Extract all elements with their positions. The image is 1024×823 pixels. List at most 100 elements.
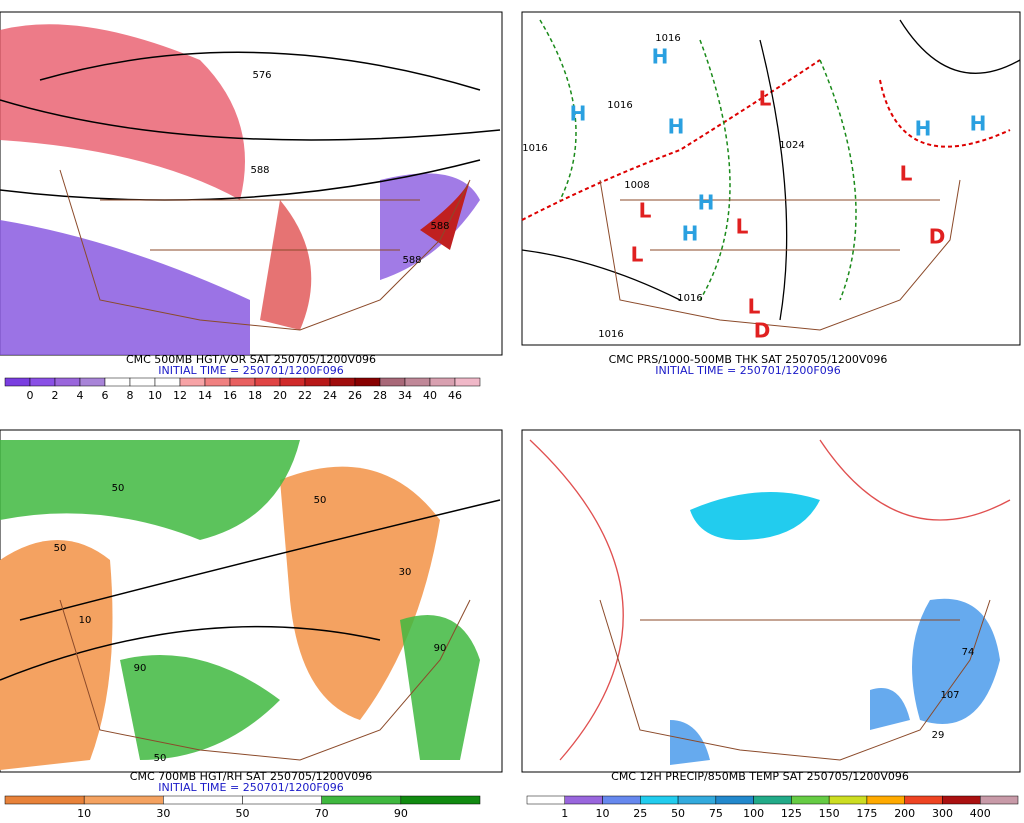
colorbar-box xyxy=(321,795,402,805)
map-label: 588 xyxy=(402,255,421,266)
initial-time: INITIAL TIME = 250701/1200F096 xyxy=(158,781,343,794)
map-label: 1016 xyxy=(598,329,623,340)
map-label: 1016 xyxy=(677,293,702,304)
map-label: 1016 xyxy=(607,100,632,111)
colorbar-box xyxy=(866,795,905,805)
map-label: 50 xyxy=(54,543,67,554)
colorbar-box xyxy=(753,795,792,805)
map-label: 90 xyxy=(134,663,147,674)
map-label: L xyxy=(631,243,644,267)
colorbar-box xyxy=(154,377,181,387)
colorbar-box xyxy=(564,795,603,805)
map-700mb xyxy=(0,429,503,773)
map-label: 588 xyxy=(250,165,269,176)
panel-title: CMC PRS/1000-500MB THK SAT 250705/1200V0… xyxy=(609,353,888,366)
colorbar-box xyxy=(640,795,679,805)
colorbar-label: 10 xyxy=(77,807,91,819)
map-label: 576 xyxy=(252,70,271,81)
colorbar-label: 24 xyxy=(323,389,337,402)
colorbar-label: 25 xyxy=(633,807,647,819)
colorbar-box xyxy=(83,795,164,805)
colorbar-box xyxy=(279,377,306,387)
initial-time: INITIAL TIME = 250701/1200F096 xyxy=(655,364,840,377)
map-label: H xyxy=(652,45,669,69)
colorbar-label: 175 xyxy=(856,807,877,819)
colorbar-box xyxy=(79,377,106,387)
colorbar-label: 75 xyxy=(709,807,723,819)
colorbar-label: 10 xyxy=(596,807,610,819)
colorbar-box xyxy=(791,795,830,805)
map-label: 50 xyxy=(314,495,327,506)
map-label: 74 xyxy=(962,647,975,658)
map-label: 588 xyxy=(430,221,449,232)
colorbar-label: 10 xyxy=(148,389,162,402)
map-label: H xyxy=(970,112,987,136)
colorbar-label: 300 xyxy=(932,807,953,819)
map-label: H xyxy=(915,117,932,141)
map-label: D xyxy=(929,225,946,249)
colorbar-box xyxy=(229,377,256,387)
colorbar-box xyxy=(242,795,322,805)
map-label: 50 xyxy=(154,753,167,764)
map-label: 30 xyxy=(399,567,412,578)
colorbar-box xyxy=(29,377,56,387)
map-label: L xyxy=(736,215,749,239)
colorbar-label: 8 xyxy=(127,389,134,402)
colorbar-box xyxy=(54,377,81,387)
map-label: H xyxy=(698,191,715,215)
map-label: 50 xyxy=(112,483,125,494)
panel-title: CMC 700MB HGT/RH SAT 250705/1200V096 xyxy=(130,770,372,783)
panel-title: CMC 500MB HGT/VOR SAT 250705/1200V096 xyxy=(126,353,376,366)
colorbar-box xyxy=(454,377,481,387)
colorbar-box xyxy=(179,377,206,387)
map-label: 107 xyxy=(940,690,959,701)
colorbar-box xyxy=(526,795,566,805)
colorbar-label: 18 xyxy=(248,389,262,402)
map-label: H xyxy=(570,102,587,126)
colorbar-box xyxy=(129,377,156,387)
colorbar-box xyxy=(104,377,131,387)
colorbar-label: 2 xyxy=(52,389,59,402)
colorbar-label: 50 xyxy=(236,807,250,819)
map-label: 1008 xyxy=(624,180,649,191)
map-label: H xyxy=(682,222,699,246)
colorbar-box xyxy=(404,377,431,387)
map-label: 1016 xyxy=(655,33,680,44)
colorbar-box xyxy=(715,795,754,805)
colorbar-box xyxy=(4,377,31,387)
colorbar-box xyxy=(828,795,868,805)
colorbar-label: 4 xyxy=(77,389,84,402)
colorbar-box xyxy=(379,377,406,387)
initial-time: INITIAL TIME = 250701/1200F096 xyxy=(158,364,343,377)
map-label: H xyxy=(668,115,685,139)
colorbar-label: 125 xyxy=(781,807,802,819)
map-label: D xyxy=(754,319,771,343)
colorbar-label: 50 xyxy=(671,807,685,819)
colorbar-box xyxy=(304,377,331,387)
colorbar-label: 34 xyxy=(398,389,412,402)
colorbar-box xyxy=(602,795,641,805)
colorbar-label: 30 xyxy=(156,807,170,819)
panel-title: CMC 12H PRECIP/850MB TEMP SAT 250705/120… xyxy=(611,770,909,783)
colorbar-label: 16 xyxy=(223,389,237,402)
colorbar-box xyxy=(904,795,943,805)
map-label: L xyxy=(900,162,913,186)
colorbar-label: 40 xyxy=(423,389,437,402)
colorbar-box xyxy=(4,795,85,805)
colorbar-label: 90 xyxy=(394,807,408,819)
map-label: 90 xyxy=(434,643,447,654)
map-label: 10 xyxy=(79,615,92,626)
map-500mb xyxy=(0,11,503,356)
colorbar-label: 200 xyxy=(894,807,915,819)
map-label: 29 xyxy=(932,730,945,741)
map-label: L xyxy=(639,199,652,223)
map-label: 1024 xyxy=(779,140,804,151)
colorbar-label: 28 xyxy=(373,389,387,402)
colorbar-label: 100 xyxy=(743,807,764,819)
colorbar-label: 20 xyxy=(273,389,287,402)
colorbar-label: 150 xyxy=(819,807,840,819)
colorbar-box xyxy=(942,795,981,805)
colorbar-box xyxy=(354,377,381,387)
colorbar-label: 12 xyxy=(173,389,187,402)
